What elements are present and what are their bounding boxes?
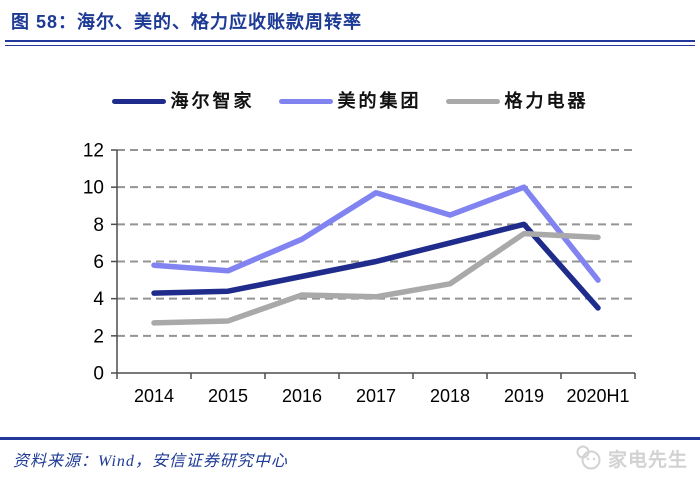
y-tick-label: 2	[93, 326, 104, 347]
legend-item-1: 海尔智家	[111, 91, 255, 111]
legend-line-swatch	[445, 98, 500, 104]
watermark: 家电先生	[574, 443, 688, 473]
y-tick-label: 0	[93, 364, 104, 385]
figure-title: 图 58：海尔、美的、格力应收账款周转率	[11, 12, 363, 32]
series-line-2	[151, 184, 601, 283]
y-tick-label: 10	[83, 178, 104, 199]
x-tick-label: 2015	[208, 386, 248, 406]
title-double-rule	[5, 40, 695, 46]
chat-bubbles-icon	[576, 445, 601, 470]
legend-line-swatch	[111, 98, 166, 104]
legend-item-2: 美的集团	[278, 91, 422, 111]
source-note: 资料来源：Wind，安信证券研究中心	[13, 453, 288, 470]
x-tick-label: 2019	[504, 386, 544, 406]
x-tick-label: 2016	[282, 386, 322, 406]
x-tick-label: 2020H1	[566, 386, 629, 406]
y-tick-label: 8	[93, 215, 104, 236]
y-tick-label: 12	[83, 141, 104, 162]
series-line-3	[151, 230, 601, 326]
series-line-1	[151, 221, 601, 311]
legend-line-swatch	[278, 98, 333, 104]
line-chart: 0 2 4 6 8 10 12 2014 2015 2016 2017 2018 2019 2020H1	[83, 141, 636, 406]
watermark-text: 家电先生	[607, 449, 688, 471]
y-tick-label: 4	[93, 289, 104, 310]
x-tick-label: 2018	[430, 386, 470, 406]
legend-item-3: 格力电器	[445, 91, 589, 111]
legend-label: 格力电器	[504, 91, 589, 111]
legend-label: 美的集团	[337, 91, 422, 111]
x-tick-label: 2017	[356, 386, 396, 406]
chart-legend: 海尔智家 美的集团 格力电器	[0, 88, 700, 114]
legend-label: 海尔智家	[170, 91, 255, 111]
footer-rule	[0, 437, 700, 440]
y-tick-label: 6	[93, 252, 104, 273]
x-tick-label: 2014	[134, 386, 174, 406]
